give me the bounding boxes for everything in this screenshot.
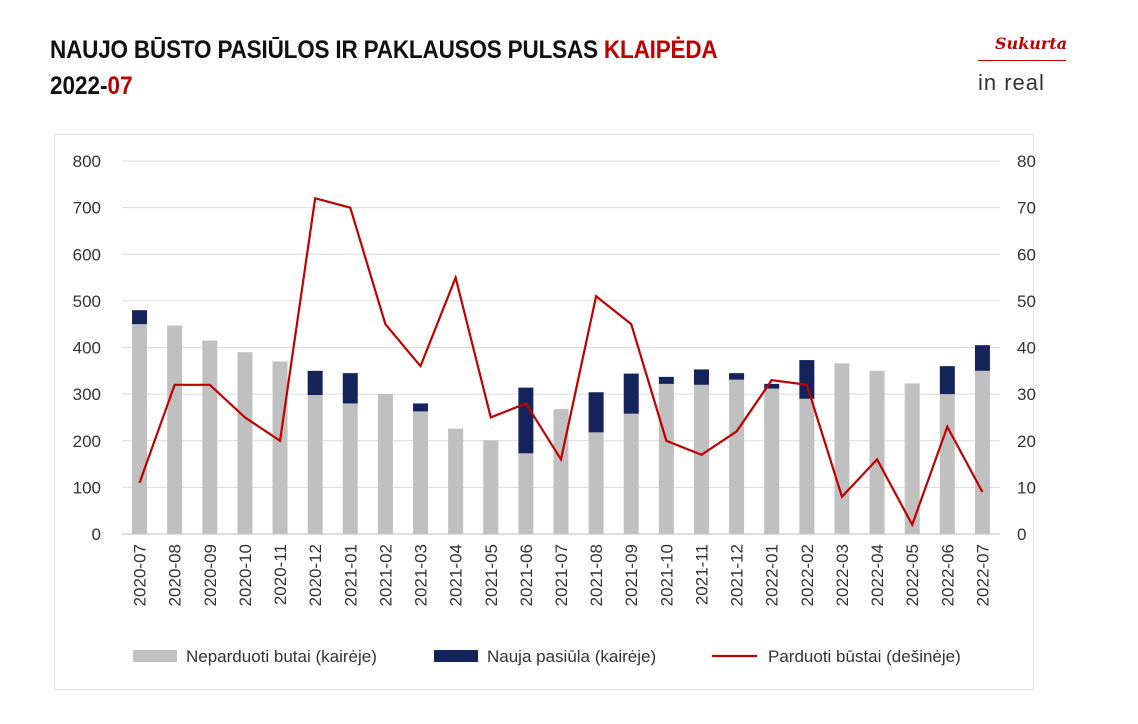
bar-unsold (974, 370, 990, 534)
x-tick-label: 2021-08 (587, 544, 606, 606)
bar-new-supply (764, 383, 780, 389)
date-year: 2022- (50, 72, 108, 100)
bar-new-supply (974, 345, 990, 371)
x-tick-label: 2021-09 (622, 544, 641, 606)
y-right-tick-label: 0 (1017, 525, 1026, 544)
x-tick-label: 2020-11 (271, 544, 290, 605)
bar-unsold (483, 440, 499, 534)
legend-swatch-new-supply (434, 650, 478, 662)
bar-unsold (202, 340, 218, 534)
bar-unsold (237, 352, 253, 534)
bar-new-supply (693, 369, 709, 385)
bar-new-supply (623, 373, 639, 414)
x-tick-label: 2021-11 (692, 544, 711, 605)
bar-unsold (658, 383, 674, 534)
y-left-tick-label: 800 (73, 152, 101, 171)
bar-unsold (553, 409, 569, 534)
y-left-tick-label: 500 (73, 292, 101, 311)
logo-bottom-text: in real (978, 70, 1045, 95)
bar-unsold (342, 403, 358, 534)
y-left-tick-label: 300 (73, 385, 101, 404)
y-right-tick-label: 50 (1017, 292, 1036, 311)
title-main: NAUJO BŪSTO PASIŪLOS IR PAKLAUSOS PULSAS (50, 36, 604, 64)
bar-new-supply (939, 366, 955, 395)
logo-divider (978, 60, 1066, 61)
bar-unsold (272, 361, 288, 534)
bar-new-supply (729, 373, 745, 380)
x-tick-label: 2021-04 (447, 544, 466, 606)
x-tick-label: 2022-07 (973, 544, 992, 606)
y-right-tick-label: 80 (1017, 152, 1036, 171)
x-tick-label: 2022-05 (903, 544, 922, 606)
bar-unsold (588, 432, 604, 534)
y-right-tick-label: 60 (1017, 245, 1036, 264)
bar-new-supply (413, 403, 429, 412)
bar-unsold (904, 383, 920, 534)
page-title: NAUJO BŪSTO PASIŪLOS IR PAKLAUSOS PULSAS… (50, 34, 718, 66)
x-tick-label: 2020-10 (236, 544, 255, 606)
logo-top-text: Sukurta (995, 34, 1068, 53)
legend-label-sold: Parduoti būstai (dešinėje) (768, 647, 961, 666)
x-tick-label: 2022-06 (938, 544, 957, 606)
y-right-tick-label: 10 (1017, 478, 1036, 497)
bar-new-supply (588, 392, 604, 433)
bar-unsold (729, 379, 745, 534)
y-left-tick-label: 400 (73, 339, 101, 358)
x-tick-label: 2021-10 (657, 544, 676, 606)
bar-new-supply (342, 373, 358, 404)
bar-new-supply (518, 387, 534, 454)
bar-unsold (377, 394, 393, 534)
legend-label-unsold: Neparduoti butai (kairėje) (186, 647, 377, 666)
y-left-tick-label: 700 (73, 199, 101, 218)
page-subtitle: 2022-07 (50, 70, 133, 102)
x-tick-label: 2022-04 (868, 544, 887, 606)
chart-panel (54, 134, 1034, 690)
bar-unsold (939, 394, 955, 534)
y-right-tick-label: 70 (1017, 199, 1036, 218)
bar-unsold (834, 363, 850, 534)
bar-new-supply (658, 376, 674, 384)
bar-unsold (693, 384, 709, 534)
bar-new-supply (132, 310, 148, 325)
legend-swatch-unsold (133, 650, 177, 662)
title-city: KLAIPĖDA (603, 36, 718, 64)
x-tick-label: 2020-09 (201, 544, 220, 606)
bar-unsold (764, 388, 780, 534)
x-tick-label: 2021-01 (341, 544, 360, 606)
bar-new-supply (799, 360, 815, 399)
bar-unsold (167, 325, 183, 534)
y-right-tick-label: 40 (1017, 339, 1036, 358)
x-tick-label: 2020-12 (306, 544, 325, 606)
y-left-tick-label: 600 (73, 245, 101, 264)
date-month: 07 (107, 72, 133, 100)
bar-unsold (132, 324, 148, 534)
x-tick-label: 2022-02 (798, 544, 817, 606)
x-tick-label: 2022-03 (833, 544, 852, 606)
x-tick-label: 2022-01 (763, 544, 782, 606)
bar-new-supply (307, 370, 323, 396)
x-tick-label: 2021-06 (517, 544, 536, 606)
x-tick-label: 2021-05 (482, 544, 501, 606)
brand-logo: Sukurta in real (960, 30, 1072, 100)
x-tick-label: 2020-07 (131, 544, 150, 606)
bar-unsold (869, 370, 885, 534)
bar-unsold (307, 395, 323, 534)
bar-unsold (623, 413, 639, 534)
bar-unsold (799, 398, 815, 534)
y-left-tick-label: 200 (73, 432, 101, 451)
x-tick-label: 2020-08 (166, 544, 185, 606)
x-tick-label: 2021-07 (552, 544, 571, 606)
x-tick-label: 2021-12 (728, 544, 747, 606)
y-left-tick-label: 0 (92, 525, 101, 544)
legend-label-new-supply: Nauja pasiūla (kairėje) (487, 647, 656, 666)
y-right-tick-label: 30 (1017, 385, 1036, 404)
y-right-tick-label: 20 (1017, 432, 1036, 451)
y-left-tick-label: 100 (73, 478, 101, 497)
bar-unsold (413, 411, 429, 534)
bar-unsold (448, 428, 464, 534)
x-tick-label: 2021-03 (412, 544, 431, 606)
x-tick-label: 2021-02 (376, 544, 395, 606)
bar-unsold (518, 453, 534, 534)
